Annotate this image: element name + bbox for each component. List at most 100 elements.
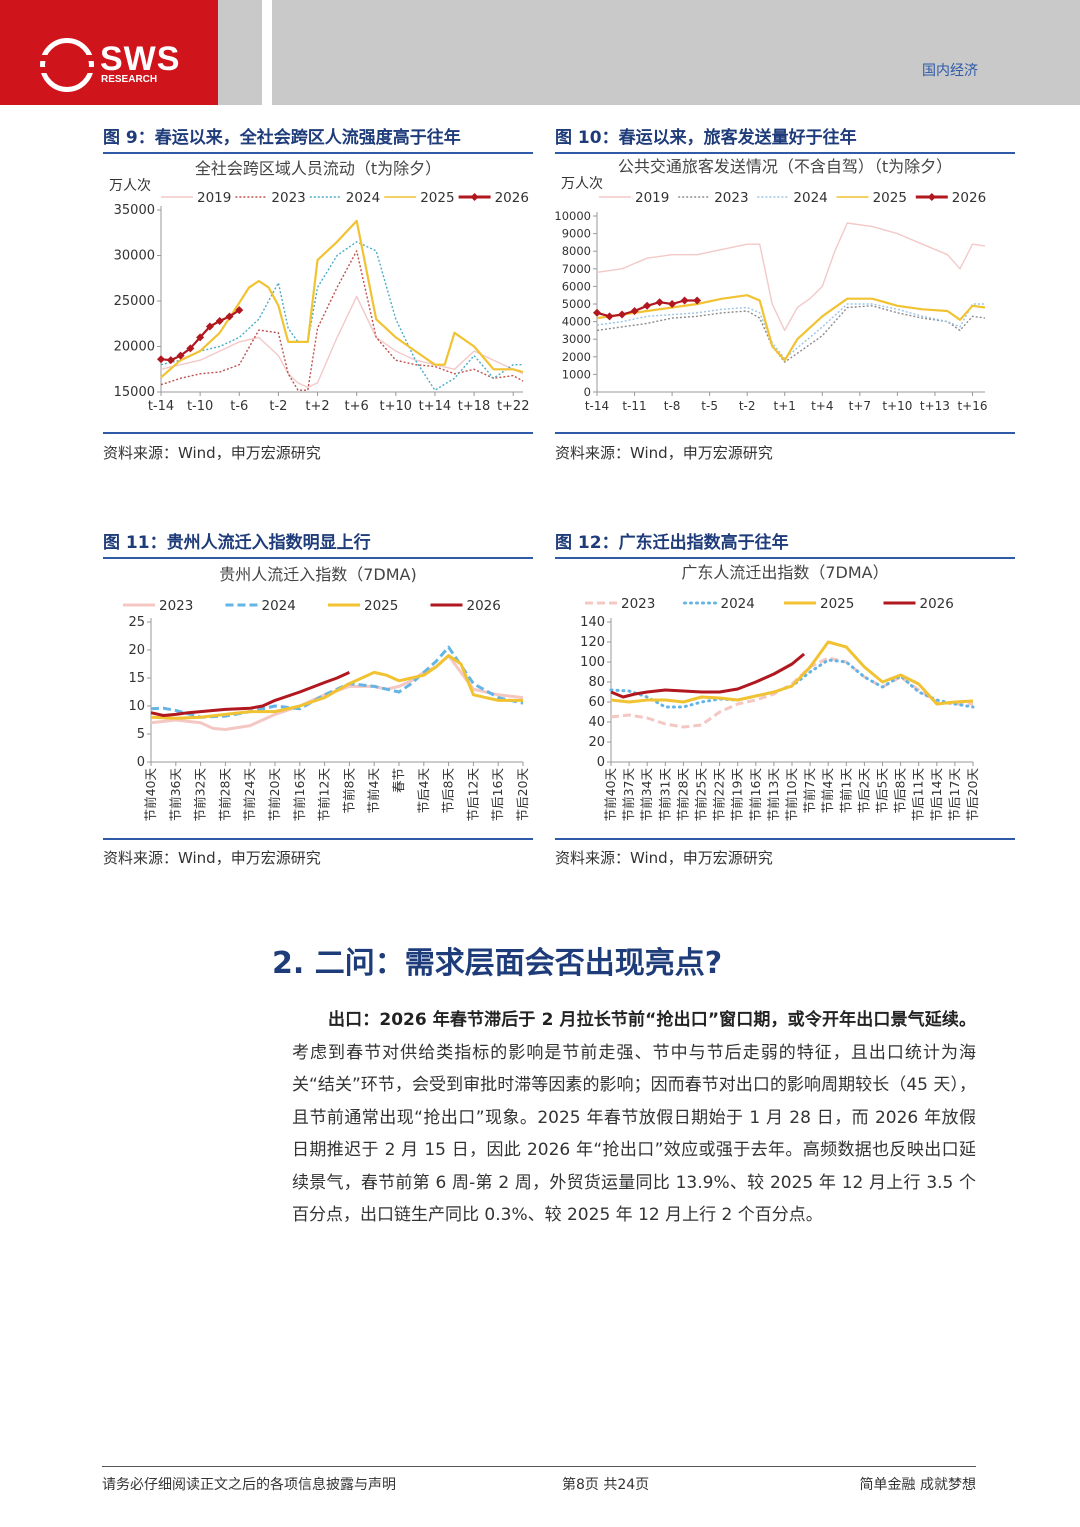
x-tick-label: 节前12天 <box>317 768 332 822</box>
legend-item-2019: 2019 <box>161 190 231 206</box>
legend-item-2024: 2024 <box>683 596 755 612</box>
figure-11-title: 图 11：贵州人流迁入指数明显上行 <box>103 528 533 559</box>
y-axis-label: 万人次 <box>561 176 603 192</box>
data-point-2026 <box>593 308 601 317</box>
data-point-2026 <box>157 355 165 364</box>
legend-item-2023: 2023 <box>585 596 655 612</box>
x-tick-label: 节后8天 <box>441 768 456 814</box>
data-point-2026 <box>186 344 195 353</box>
logo-subtext: RESEARCH <box>101 74 158 85</box>
y-tick-label: 9000 <box>562 227 591 241</box>
series-line-2025 <box>610 640 974 706</box>
paragraph-lead: 出口：2026 年春节滞后于 2 月拉长节前“抢出口”窗口期，或令开年出口景气延… <box>328 1010 976 1030</box>
y-tick-label: 20 <box>588 735 605 750</box>
series-line-2025 <box>596 294 986 362</box>
header-white-strip <box>262 0 272 105</box>
legend-marker <box>927 193 936 201</box>
x-tick-label: 节前1天 <box>838 768 853 814</box>
legend-label: 2026 <box>920 596 954 612</box>
x-tick-label: 节前19天 <box>730 768 745 822</box>
series-line-2024 <box>596 303 985 360</box>
x-tick-label: 节后4天 <box>416 768 431 814</box>
figure-10-source: 资料来源：Wind，申万宏源研究 <box>555 444 773 462</box>
x-tick-label: 节前24天 <box>242 768 257 822</box>
y-tick-label: 0 <box>597 755 605 770</box>
x-tick-label: t-5 <box>701 399 718 413</box>
x-tick-label: 节后20天 <box>965 768 980 822</box>
x-tick-label: t+16 <box>957 399 987 413</box>
x-tick-label: 节前16天 <box>292 768 307 822</box>
y-tick-label: 120 <box>580 635 605 650</box>
legend-label: 2026 <box>952 190 986 206</box>
y-tick-label: 35000 <box>114 203 155 218</box>
legend-item-2025: 2025 <box>384 190 455 206</box>
data-point-2026 <box>655 298 664 307</box>
paragraph-body: 考虑到春节对供给类指标的影响是节前走强、节中与节后走弱的特征，且出口统计为海关“… <box>292 1042 976 1226</box>
figure-9-source: 资料来源：Wind，申万宏源研究 <box>103 444 321 462</box>
y-tick-label: 100 <box>580 655 605 670</box>
x-tick-label: t+2 <box>305 399 329 414</box>
logo-stripe-1 <box>40 55 94 61</box>
x-tick-label: 春节 <box>391 768 406 793</box>
legend-item-2025: 2025 <box>328 598 398 614</box>
chart-title: 广东人流迁出指数（7DMA） <box>681 563 888 582</box>
legend-label: 2026 <box>495 190 529 206</box>
legend-label: 2019 <box>635 190 669 206</box>
y-tick-label: 0 <box>137 755 145 770</box>
x-tick-label: 节前7天 <box>802 768 817 814</box>
legend-item-2025: 2025 <box>836 190 907 206</box>
y-tick-label: 1000 <box>562 367 591 381</box>
x-tick-label: 节后5天 <box>875 768 890 814</box>
figure-12-title: 图 12：广东迁出指数高于往年 <box>555 528 1015 559</box>
x-tick-label: 节后2天 <box>856 768 871 814</box>
legend-item-2026: 2026 <box>458 190 529 206</box>
legend-label: 2023 <box>714 190 748 206</box>
legend-item-2023: 2023 <box>235 190 306 206</box>
footer-rule <box>102 1466 976 1467</box>
x-tick-label: t+13 <box>920 399 950 413</box>
y-tick-label: 30000 <box>114 249 155 264</box>
legend-item-2026: 2026 <box>915 190 986 206</box>
legend-label: 2025 <box>420 190 454 206</box>
x-tick-label: 节后20天 <box>515 768 530 822</box>
x-tick-label: 节后14天 <box>929 768 944 822</box>
x-tick-label: 节前40天 <box>143 768 158 822</box>
x-tick-label: 节前34天 <box>639 768 654 822</box>
series-line-2023 <box>150 654 524 731</box>
x-tick-label: 节后8天 <box>893 768 908 814</box>
x-tick-label: t-11 <box>622 399 646 413</box>
x-tick-label: 节前28天 <box>675 768 690 822</box>
y-tick-label: 25000 <box>114 294 155 309</box>
legend-label: 2023 <box>159 598 193 614</box>
x-tick-label: t+6 <box>345 399 369 414</box>
x-tick-label: 节前16天 <box>748 768 763 822</box>
header-gray-block <box>272 0 1080 105</box>
y-tick-label: 10 <box>128 699 145 714</box>
x-tick-label: t-10 <box>187 399 213 414</box>
data-point-2026 <box>176 351 185 360</box>
x-tick-label: 节前8天 <box>341 768 356 814</box>
chart-figure-12: 广东人流迁出指数（7DMA） 2023 2024 2025 2026 140 120 100 8… <box>580 563 980 822</box>
y-tick-label: 7000 <box>562 262 591 276</box>
section-label: 国内经济 <box>922 63 978 79</box>
legend-item-2024: 2024 <box>757 190 828 206</box>
figure-11-bottom-rule <box>103 838 533 840</box>
legend-item-2024: 2024 <box>309 190 380 206</box>
x-tick-label: 节前36天 <box>168 768 183 822</box>
data-point-2026 <box>235 306 244 315</box>
y-tick-label: 15000 <box>114 385 155 400</box>
chart-title: 全社会跨区域人员流动（t为除夕） <box>195 159 441 178</box>
figure-10-bottom-rule <box>555 432 1015 434</box>
legend-label: 2019 <box>197 190 231 206</box>
series-line-2023 <box>596 305 986 363</box>
data-point-2026 <box>215 317 224 326</box>
y-axis-label: 万人次 <box>109 178 151 194</box>
x-tick-label: t-8 <box>664 399 681 413</box>
data-point-2026 <box>693 296 702 305</box>
y-tick-label: 140 <box>580 615 605 630</box>
legend-label: 2025 <box>820 596 854 612</box>
figure-9-title: 图 9：春运以来，全社会跨区人流强度高于往年 <box>103 123 533 154</box>
legend-item-2023: 2023 <box>678 190 749 206</box>
x-tick-label: 节后17天 <box>947 768 962 822</box>
y-tick-label: 3000 <box>562 332 591 346</box>
